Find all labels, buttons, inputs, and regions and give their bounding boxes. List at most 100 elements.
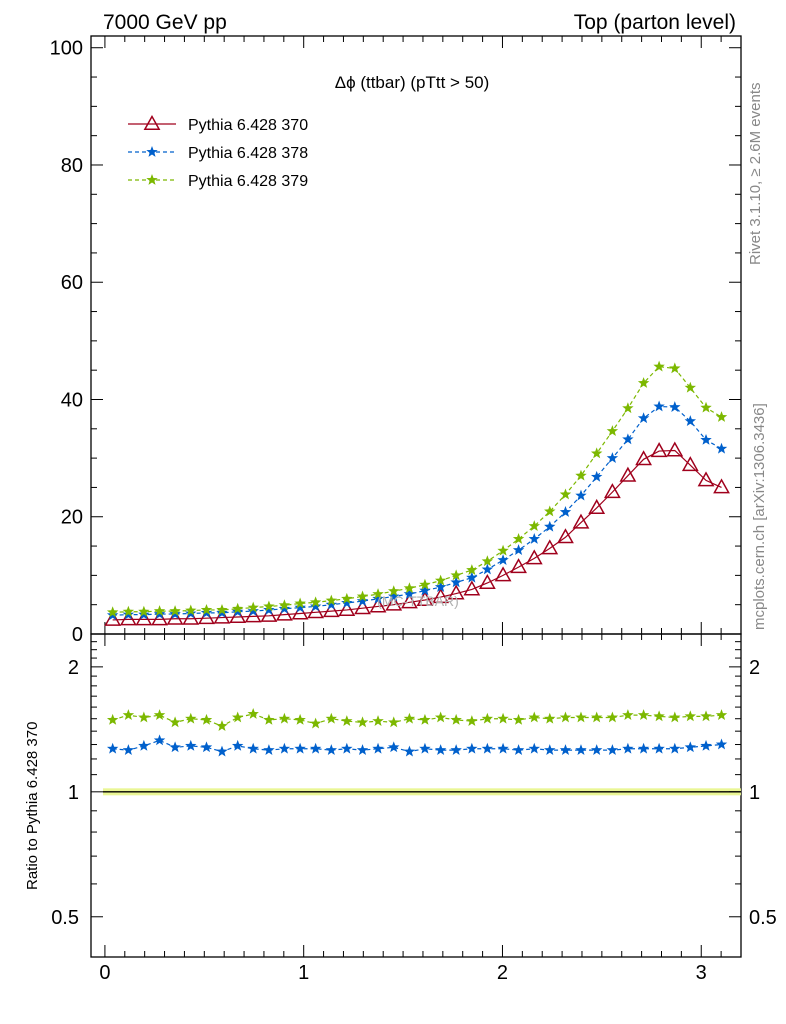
main-point bbox=[401, 593, 418, 609]
x-tick-label: 3 bbox=[696, 962, 707, 984]
ratio-point bbox=[185, 712, 197, 724]
header-right: Top (parton level) bbox=[574, 11, 736, 34]
main-point bbox=[697, 471, 715, 487]
ratio-y-tick-label: 2 bbox=[68, 657, 79, 679]
main-point bbox=[684, 381, 697, 393]
main-point bbox=[481, 563, 494, 575]
ratio-point bbox=[122, 709, 135, 721]
main-point bbox=[309, 600, 322, 612]
main-point bbox=[338, 600, 356, 616]
main-point bbox=[434, 574, 447, 586]
main-point bbox=[681, 456, 699, 472]
ratio-point bbox=[622, 709, 634, 721]
main-point bbox=[575, 469, 587, 481]
main-series-0 bbox=[104, 441, 730, 626]
main-point bbox=[385, 595, 403, 611]
main-point bbox=[278, 599, 291, 611]
main-point bbox=[325, 594, 338, 606]
legend-entry: Pythia 6.428 370 bbox=[128, 114, 308, 134]
main-point bbox=[278, 602, 291, 614]
main-point bbox=[557, 528, 574, 544]
ratio-series-line-0 bbox=[112, 739, 722, 753]
ratio-point bbox=[388, 741, 400, 753]
main-point bbox=[325, 598, 338, 610]
ratio-point bbox=[606, 711, 619, 723]
main-point bbox=[588, 498, 606, 514]
main-point bbox=[544, 505, 556, 517]
main-point bbox=[354, 599, 371, 615]
ratio-point bbox=[106, 742, 119, 754]
main-point bbox=[106, 606, 119, 618]
main-point bbox=[356, 595, 369, 607]
main-point bbox=[229, 607, 247, 623]
main-point bbox=[525, 549, 543, 565]
ratio-point bbox=[450, 744, 462, 756]
main-series-layer bbox=[104, 360, 730, 626]
main-point bbox=[200, 603, 213, 615]
main-point bbox=[622, 402, 634, 414]
ratio-point bbox=[247, 742, 259, 754]
main-point bbox=[231, 602, 244, 614]
main-series-line-1 bbox=[112, 405, 722, 616]
ratio-point bbox=[653, 742, 665, 754]
ratio-point bbox=[263, 744, 275, 756]
main-point bbox=[294, 601, 306, 613]
main-point bbox=[653, 400, 665, 412]
ratio-point bbox=[169, 741, 181, 753]
main-series-2 bbox=[106, 360, 728, 618]
main-point bbox=[166, 609, 184, 625]
ratio-point bbox=[669, 711, 681, 723]
x-tick-label: 1 bbox=[298, 962, 309, 984]
main-point bbox=[263, 603, 275, 615]
main-point bbox=[119, 610, 137, 626]
ratio-point bbox=[481, 742, 494, 754]
main-point bbox=[590, 447, 603, 459]
legend-marker bbox=[146, 174, 158, 185]
main-point bbox=[403, 582, 416, 594]
main-point bbox=[244, 607, 262, 623]
ratio-point bbox=[153, 709, 166, 721]
main-point bbox=[307, 603, 325, 619]
main-point bbox=[403, 588, 416, 599]
main-point bbox=[260, 606, 278, 622]
main-point bbox=[416, 590, 434, 606]
main-point bbox=[575, 489, 587, 501]
main-point bbox=[122, 605, 135, 617]
main-point bbox=[544, 520, 556, 532]
ratio-point bbox=[512, 713, 525, 725]
main-point bbox=[700, 433, 712, 445]
main-point bbox=[653, 360, 665, 372]
main-point bbox=[606, 452, 619, 463]
mcplots-label: mcplots.cern.ch [arXiv:1306.3436] bbox=[751, 403, 768, 630]
ratio-point bbox=[185, 739, 197, 751]
legend: Pythia 6.428 370 Pythia 6.428 378 Pythia 6… bbox=[128, 114, 308, 190]
main-point bbox=[356, 590, 369, 602]
ratio-point bbox=[325, 744, 338, 756]
main-point bbox=[637, 377, 650, 388]
ratio-series-0 bbox=[106, 734, 728, 757]
main-series-1 bbox=[106, 400, 728, 621]
main-point bbox=[216, 603, 228, 615]
ratio-point bbox=[637, 709, 650, 721]
ratio-point bbox=[216, 720, 228, 731]
main-point bbox=[198, 609, 215, 625]
main-point bbox=[559, 506, 572, 517]
ratio-point bbox=[637, 742, 650, 754]
ratio-point bbox=[434, 744, 447, 756]
ratio-y-tick-label-right: 0.5 bbox=[749, 907, 777, 929]
main-point bbox=[559, 488, 572, 500]
ratio-point bbox=[231, 739, 244, 751]
main-point bbox=[528, 533, 540, 544]
ratio-point bbox=[153, 734, 166, 746]
ratio-point bbox=[403, 712, 416, 724]
main-y-tick-label: 100 bbox=[50, 38, 83, 60]
main-point bbox=[510, 558, 527, 574]
ratio-point bbox=[278, 742, 291, 754]
ratio-point bbox=[138, 711, 150, 723]
ratio-point bbox=[122, 744, 135, 756]
main-point bbox=[463, 580, 481, 596]
legend-label: Pythia 6.428 370 bbox=[188, 117, 308, 134]
main-point bbox=[388, 585, 400, 597]
main-point bbox=[528, 520, 540, 531]
main-point bbox=[497, 544, 509, 556]
